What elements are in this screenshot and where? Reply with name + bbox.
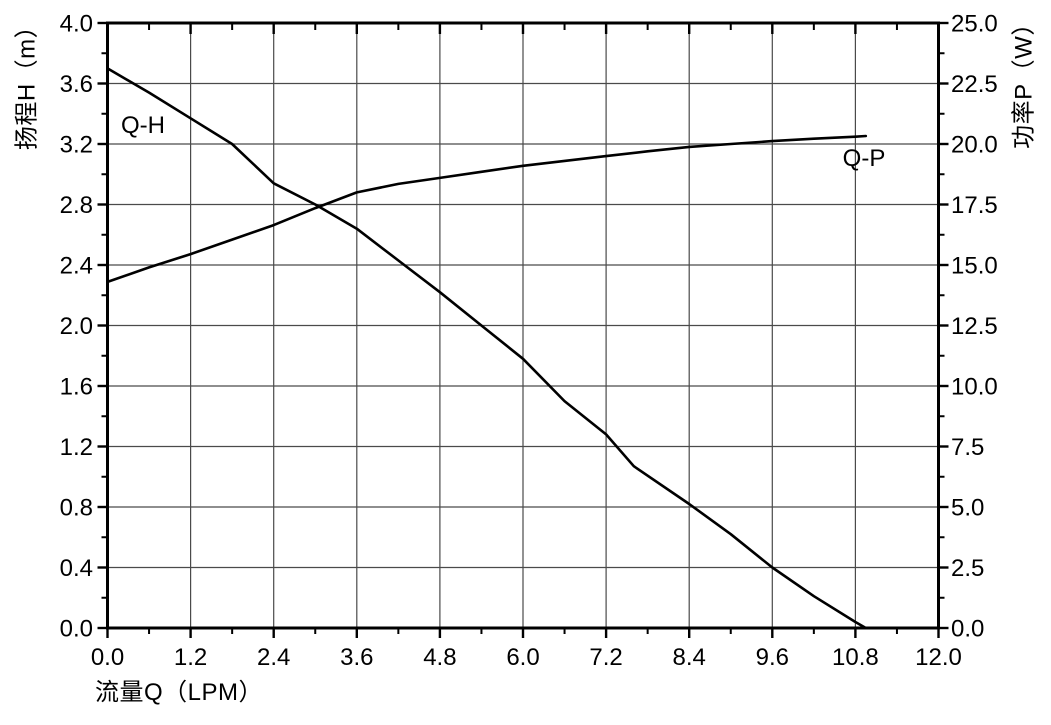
right-axis-title: 功率P（W）: [1010, 11, 1038, 149]
left-axis-title: 扬程H（m）: [13, 13, 41, 151]
curves: [106, 67, 868, 630]
q-h-curve: [106, 67, 868, 630]
x-axis-title: 流量Q（LPM）: [95, 679, 264, 706]
q-p-curve: [106, 134, 868, 284]
y-left-tick-label: 0.0: [60, 616, 93, 643]
x-tick-label: 0.0: [91, 644, 124, 671]
x-tick-label: 10.8: [832, 644, 879, 671]
y-right-tick-label: 22.5: [951, 71, 998, 98]
qh-curve-label: Q-H: [121, 112, 165, 139]
x-tick-label: 8.4: [673, 644, 706, 671]
y-left-tick-label: 3.2: [60, 132, 93, 159]
tick-labels: 0.0 1.2 2.4 3.6 4.8 6.0 7.2 8.4 9.6 10.8 12.0 4.0 3.…: [60, 11, 998, 672]
y-left-tick-label: 0.8: [60, 495, 93, 522]
x-tick-label: 1.2: [174, 644, 207, 671]
y-right-tick-label: 25.0: [951, 11, 998, 38]
y-right-tick-label: 7.5: [951, 434, 984, 461]
y-right-tick-label: 5.0: [951, 495, 984, 522]
x-tick-label: 4.8: [423, 644, 456, 671]
y-right-tick-label: 2.5: [951, 555, 984, 582]
y-right-tick-label: 15.0: [951, 253, 998, 280]
gridlines: [107, 23, 939, 628]
plot-border: [106, 21, 940, 630]
y-left-tick-label: 2.4: [60, 253, 93, 280]
y-left-tick-label: 1.2: [60, 434, 93, 461]
x-tick-label: 2.4: [257, 644, 290, 671]
x-tick-label: 7.2: [589, 644, 622, 671]
y-left-tick-label: 2.8: [60, 192, 93, 219]
x-tick-label: 6.0: [506, 644, 539, 671]
y-right-tick-label: 10.0: [951, 374, 998, 401]
y-left-tick-label: 2.0: [60, 313, 93, 340]
x-tick-label: 12.0: [915, 644, 962, 671]
y-left-tick-label: 1.6: [60, 374, 93, 401]
y-right-tick-label: 17.5: [951, 192, 998, 219]
y-right-tick-label: 0.0: [951, 616, 984, 643]
y-right-tick-label: 12.5: [951, 313, 998, 340]
qp-curve-label: Q-P: [842, 145, 886, 172]
axis-ticks: [97, 21, 949, 638]
y-left-tick-label: 0.4: [60, 555, 93, 582]
y-left-tick-label: 3.6: [60, 71, 93, 98]
x-tick-label: 3.6: [340, 644, 373, 671]
y-left-tick-label: 4.0: [60, 11, 93, 38]
y-right-tick-label: 20.0: [951, 132, 998, 159]
x-tick-label: 9.6: [756, 644, 789, 671]
plot-frame: [106, 21, 940, 630]
